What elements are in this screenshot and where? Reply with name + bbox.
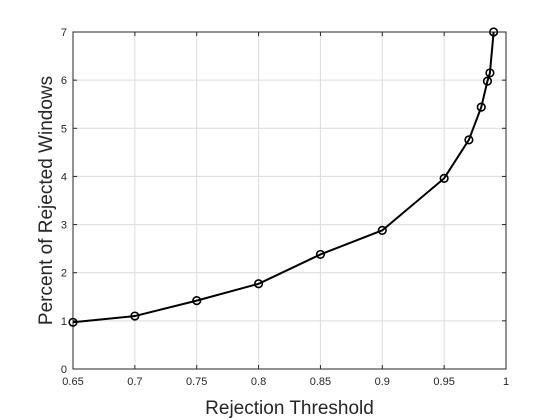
data-point [482,76,493,86]
y-tick-label: 5 [61,123,67,135]
data-point [485,68,495,78]
tick-labels: 0.65 0.7 0.75 0.8 0.85 0.9 0.95 1 0 1 2 3 4 5 6 7 [61,27,509,388]
y-tick-label: 0 [61,364,67,376]
x-tick-label: 0.9 [375,376,390,388]
y-axis-title: Percent of Rejected Windows [36,76,57,325]
data-point [464,135,474,145]
y-tick-label: 1 [61,316,67,328]
data-point [377,225,387,235]
data-point [489,27,499,37]
data-point [439,173,449,183]
data-point [68,317,78,327]
x-tick-label: 0.65 [62,376,83,388]
y-tick-label: 2 [61,268,67,280]
y-tick-label: 6 [61,75,67,87]
x-tick-label: 0.85 [310,376,331,388]
data-point [476,102,486,112]
data-point [315,249,326,260]
y-tick-label: 3 [61,220,67,232]
x-tick-label: 1 [503,376,509,388]
x-tick-label: 0.8 [251,376,266,388]
x-tick-label: 0.75 [186,376,207,388]
axes-box [72,31,507,370]
series-group [68,27,499,327]
data-point [192,296,202,306]
x-axis-title: Rejection Threshold [205,398,374,419]
series-line [72,31,495,324]
y-tick-label: 7 [61,27,67,39]
data-point [130,311,140,321]
data-point [253,279,264,289]
y-tick-label: 4 [61,171,67,183]
x-tick-label: 0.7 [127,376,142,388]
x-tick-label: 0.95 [433,376,454,388]
